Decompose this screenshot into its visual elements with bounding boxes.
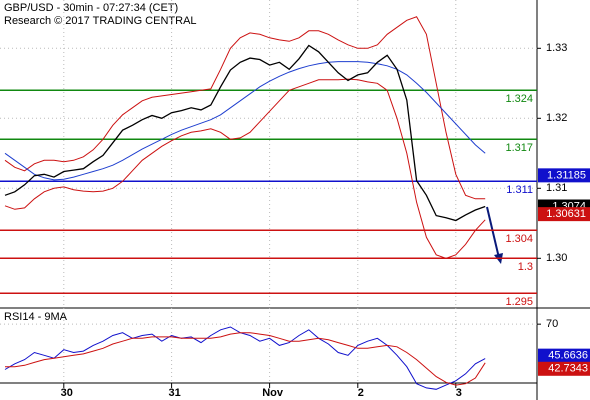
series-line [4,326,486,390]
series-line [5,332,486,386]
y-tick-label: 1.30 [546,252,567,264]
series-line [4,78,486,259]
x-tick-label: 31 [168,387,180,399]
chart-title: GBP/USD - 30min - 07:27:34 (CET) [4,2,178,14]
rsi-title: RSI14 - 9MA [4,311,68,323]
y-tick-label: 1.32 [546,112,567,124]
level-label: 1.317 [505,142,533,154]
y-tick-label: 1.33 [546,42,567,54]
level-label: 1.311 [506,184,533,196]
chart-subtitle: Research © 2017 TRADING CENTRAL [4,15,197,27]
price-tag-label: 1.31185 [547,169,586,181]
y-tick-label: 1.31 [546,182,567,194]
x-tick-label: 30 [61,387,73,399]
series-line [4,61,486,181]
x-tick-label: Nov [262,387,284,399]
level-label: 1.295 [505,296,533,308]
price-tag-label: 1.30631 [546,208,586,220]
value-tag-label: 45.6636 [548,350,588,362]
level-label: 1.324 [505,93,533,105]
price-tag [538,168,590,183]
y-tick-label: 70 [546,318,558,330]
value-tag [538,348,590,363]
series-line [4,44,486,222]
x-tick-label: 2 [358,387,364,399]
series-line [4,16,486,200]
level-label: 1.304 [505,233,533,245]
value-tag [538,361,590,376]
x-tick-label: 3 [456,387,462,399]
price-tag [538,207,590,222]
forecast-arrow [486,206,500,259]
level-label: 1.3 [518,261,533,273]
value-tag-label: 42.7343 [548,363,588,375]
